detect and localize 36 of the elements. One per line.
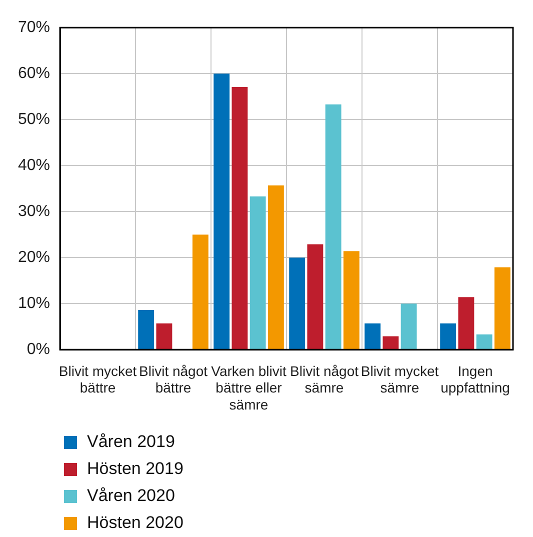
x-tick-label: Varken blivit bättre eller sämre	[211, 362, 286, 412]
bar	[325, 104, 342, 350]
bar	[138, 310, 154, 350]
x-tick-label: Blivit något sämre	[290, 362, 359, 396]
bar	[268, 185, 284, 350]
bar	[250, 196, 266, 350]
y-tick-label: 40%	[18, 157, 50, 174]
bar	[494, 267, 510, 350]
y-tick-label: 60%	[18, 65, 50, 82]
x-tick-label: Blivit något bättre	[139, 362, 208, 396]
bar	[400, 304, 417, 350]
bar	[192, 234, 208, 350]
bar	[458, 297, 474, 350]
bar	[214, 74, 230, 350]
bar	[289, 258, 306, 350]
bar	[343, 251, 360, 350]
bar	[307, 244, 324, 350]
bar	[232, 86, 248, 350]
bar	[440, 323, 456, 350]
bar	[364, 323, 381, 350]
y-tick-label: 0%	[26, 341, 50, 358]
legend-label: Hösten 2019	[87, 459, 184, 479]
legend-label: Våren 2020	[87, 486, 175, 506]
y-tick-label: 20%	[18, 249, 50, 266]
bar	[156, 323, 172, 350]
x-tick-label: Ingen uppfattning	[440, 362, 510, 396]
legend-label: Hösten 2020	[87, 513, 184, 533]
x-tick-label: Blivit mycket sämre	[360, 362, 439, 396]
y-tick-label: 10%	[18, 295, 50, 312]
x-tick-label: Blivit mycket bättre	[58, 362, 137, 396]
bar	[476, 334, 492, 350]
y-tick-label: 70%	[18, 19, 50, 36]
y-tick-label: 30%	[18, 203, 50, 220]
bar	[382, 336, 399, 350]
legend-label: Våren 2019	[87, 432, 175, 452]
y-tick-label: 50%	[18, 111, 50, 128]
